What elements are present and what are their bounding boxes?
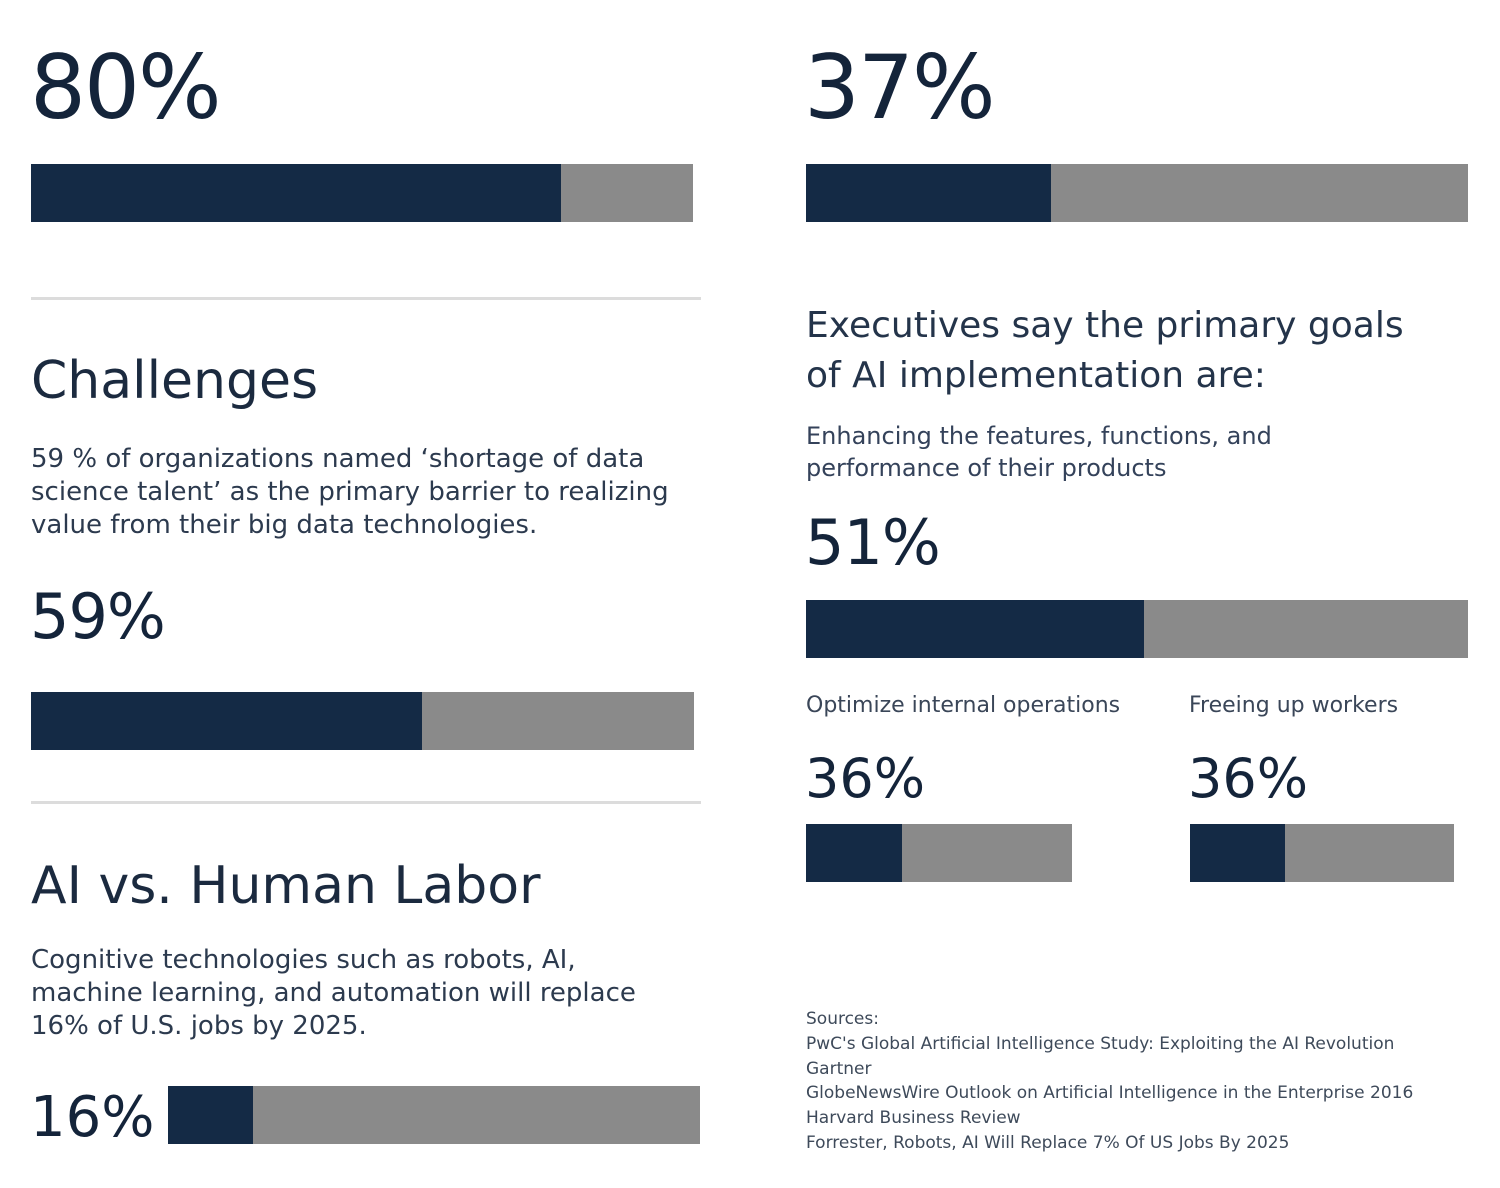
progress-fill-37 (806, 164, 1051, 222)
progress-fill-16 (168, 1086, 254, 1144)
labor-title: AI vs. Human Labor (31, 856, 541, 916)
progress-fill-59 (31, 692, 423, 750)
progress-bar-59 (31, 692, 694, 750)
progress-bar-36-workers (1190, 824, 1454, 882)
goals-title: Executives say the primary goals of AI i… (806, 305, 1404, 396)
stat-value-59: 59% (30, 580, 166, 653)
progress-bar-36-operations (806, 824, 1072, 882)
sources-heading: Sources: (806, 1009, 879, 1029)
stat-value-37: 37% (804, 36, 996, 139)
source-item: GlobeNewsWire Outlook on Artificial Inte… (806, 1083, 1414, 1104)
sources-block: Sources: PwC's Global Artificial Intelli… (806, 1007, 1486, 1156)
goal-label-workers: Freeing up workers (1189, 693, 1399, 718)
progress-fill-80 (31, 164, 561, 222)
divider (31, 801, 701, 804)
labor-text: Cognitive technologies such as robots, A… (31, 945, 636, 1041)
source-item: Harvard Business Review (806, 1108, 1021, 1129)
progress-bar-51 (806, 600, 1468, 658)
stat-value-16: 16% (30, 1085, 155, 1150)
challenges-text: 59 % of organizations named ‘shortage of… (31, 444, 669, 540)
goal-label-products: Enhancing the features, functions, and p… (806, 422, 1272, 482)
progress-bar-37 (806, 164, 1468, 222)
progress-fill-36-workers (1190, 824, 1286, 882)
stat-value-51: 51% (805, 506, 941, 579)
goal-label-operations: Optimize internal operations (806, 693, 1121, 718)
challenges-title: Challenges (31, 351, 319, 411)
source-item: Gartner (806, 1058, 872, 1079)
stat-value-36-operations: 36% (805, 747, 926, 810)
progress-bar-16 (168, 1086, 700, 1144)
stat-value-36-workers: 36% (1188, 747, 1309, 810)
progress-fill-51 (806, 600, 1144, 658)
divider (31, 297, 701, 300)
source-item: PwC's Global Artificial Intelligence Stu… (806, 1033, 1395, 1054)
source-item: Forrester, Robots, AI Will Replace 7% Of… (806, 1132, 1290, 1153)
progress-bar-80 (31, 164, 693, 222)
progress-fill-36-operations (806, 824, 902, 882)
stat-value-80: 80% (30, 36, 222, 139)
